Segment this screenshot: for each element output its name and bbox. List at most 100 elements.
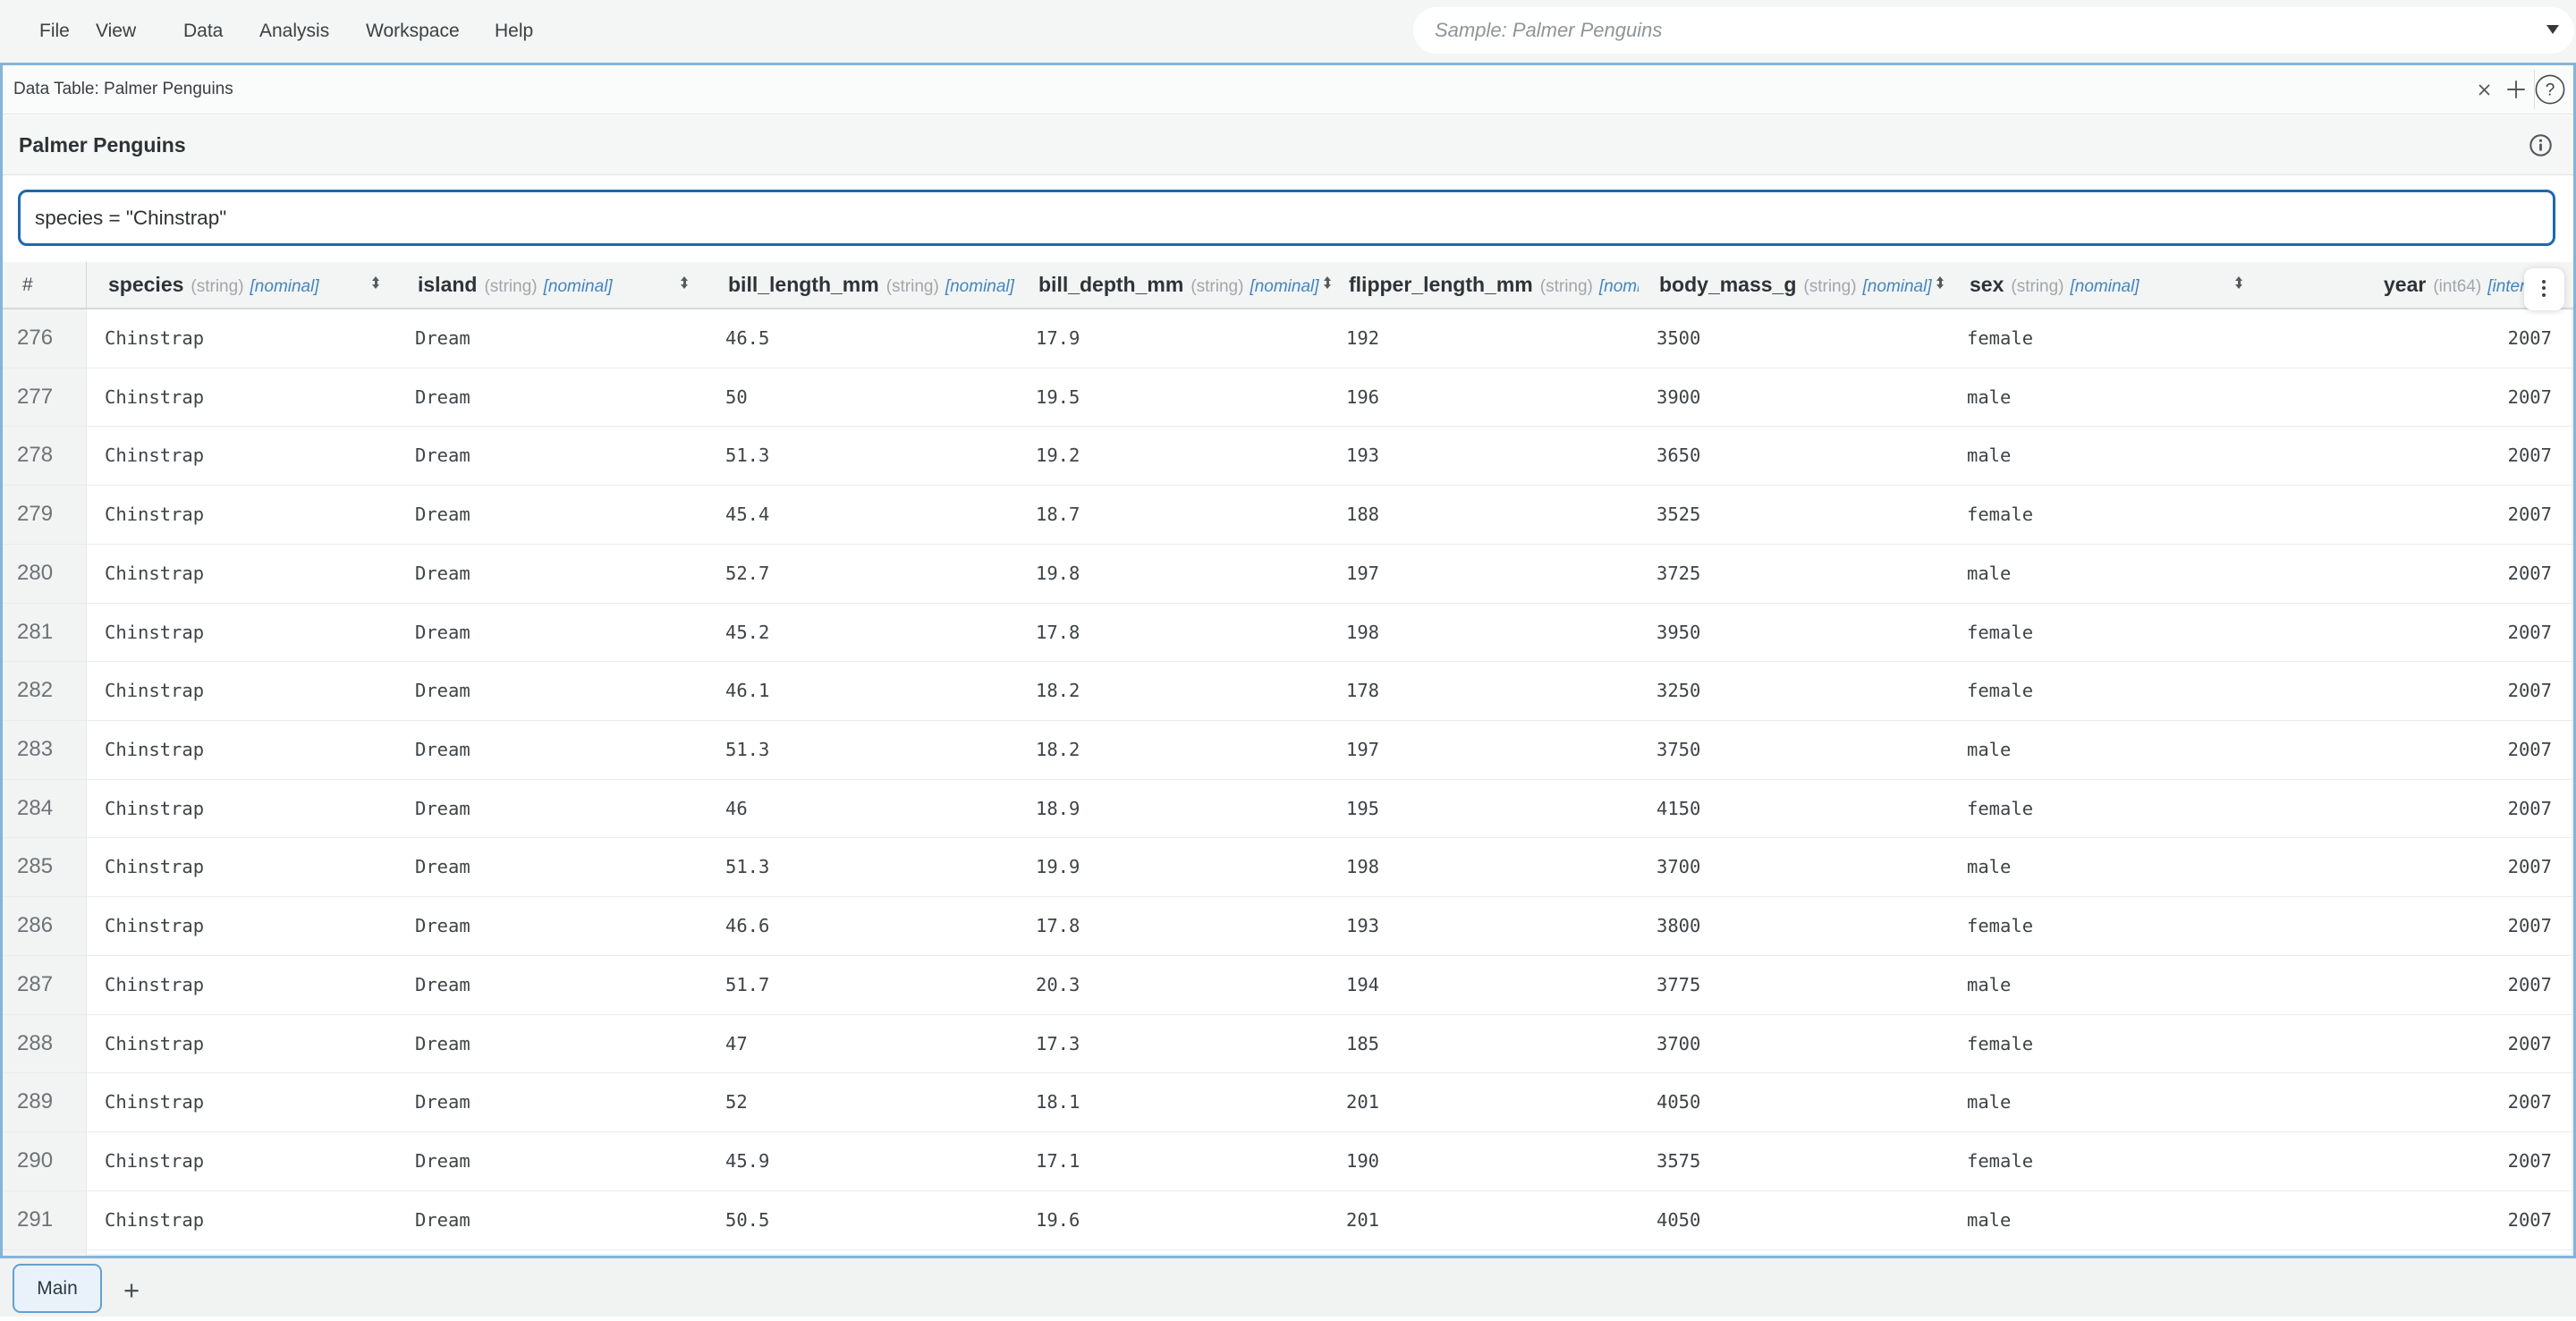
cell-bill_length_mm[interactable]: 51.3 <box>725 445 770 467</box>
cell-bill_length_mm[interactable]: 51.3 <box>725 739 770 761</box>
cell-flipper_length_mm[interactable]: 201 <box>1346 1091 1380 1114</box>
menu-item-data[interactable]: Data <box>183 21 224 41</box>
cell-island[interactable]: Dream <box>415 739 470 761</box>
cell-bill_depth_mm[interactable]: 18.2 <box>1036 680 1080 702</box>
cell-bill_length_mm[interactable]: 46.1 <box>725 680 770 702</box>
table-row[interactable]: 290 Chinstrap Dream 45.9 17.1 190 3575 female 20… <box>3 1132 2573 1191</box>
cell-body_mass_g[interactable]: 3250 <box>1657 680 1701 702</box>
sort-icon[interactable] <box>680 276 689 289</box>
cell-year[interactable]: 2007 <box>2507 385 2552 408</box>
cell-flipper_length_mm[interactable]: 178 <box>1346 680 1380 702</box>
column-header-bill_length_mm[interactable]: bill_length_mm (string) [nominal] <box>708 262 1018 308</box>
cell-island[interactable]: Dream <box>415 504 470 526</box>
cell-island[interactable]: Dream <box>415 680 470 702</box>
cell-year[interactable]: 2007 <box>2507 1032 2552 1054</box>
cell-year[interactable]: 2007 <box>2507 680 2552 702</box>
table-row[interactable]: 288 Chinstrap Dream 47 17.3 185 3700 female 2007 <box>3 1015 2573 1074</box>
table-row[interactable]: 276 Chinstrap Dream 46.5 17.9 192 3500 female 20… <box>3 309 2573 368</box>
cell-year[interactable]: 2007 <box>2507 327 2552 349</box>
cell-species[interactable]: Chinstrap <box>105 739 205 761</box>
add-sheet-button[interactable]: + <box>123 1274 140 1306</box>
table-row[interactable]: 291 Chinstrap Dream 50.5 19.6 201 4050 male 2007 <box>3 1191 2573 1250</box>
menu-item-view[interactable]: View <box>96 21 137 41</box>
cell-bill_depth_mm[interactable]: 18.2 <box>1036 739 1080 761</box>
cell-year[interactable]: 2007 <box>2507 739 2552 761</box>
cell-body_mass_g[interactable]: 4050 <box>1657 1208 1701 1231</box>
column-header-flipper_length_mm[interactable]: flipper_length_mm (string) [nominal] <box>1328 262 1639 308</box>
table-row[interactable]: 289 Chinstrap Dream 52 18.1 201 4050 male 2007 <box>3 1073 2573 1133</box>
cell-island[interactable]: Dream <box>415 445 470 467</box>
cell-bill_depth_mm[interactable]: 20.3 <box>1036 973 1080 995</box>
cell-body_mass_g[interactable]: 3950 <box>1657 621 1701 643</box>
add-panel-icon[interactable] <box>2507 80 2525 98</box>
cell-bill_depth_mm[interactable]: 17.9 <box>1036 327 1080 349</box>
cell-island[interactable]: Dream <box>415 327 470 349</box>
cell-year[interactable]: 2007 <box>2507 856 2552 878</box>
cell-island[interactable]: Dream <box>415 562 470 584</box>
cell-sex[interactable]: male <box>1967 562 2012 584</box>
cell-species[interactable]: Chinstrap <box>105 445 205 467</box>
table-row[interactable]: 286 Chinstrap Dream 46.6 17.8 193 3800 female 20… <box>3 897 2573 956</box>
cell-bill_length_mm[interactable]: 52 <box>725 1091 748 1114</box>
cell-body_mass_g[interactable]: 4150 <box>1657 797 1701 819</box>
cell-flipper_length_mm[interactable]: 196 <box>1346 385 1380 408</box>
sort-icon[interactable] <box>371 276 380 289</box>
cell-year[interactable]: 2007 <box>2507 1091 2552 1114</box>
cell-bill_depth_mm[interactable]: 18.7 <box>1036 504 1080 526</box>
cell-bill_length_mm[interactable]: 46.6 <box>725 915 770 937</box>
cell-island[interactable]: Dream <box>415 915 470 937</box>
cell-species[interactable]: Chinstrap <box>105 973 205 995</box>
cell-body_mass_g[interactable]: 3700 <box>1657 1032 1701 1054</box>
column-header-body_mass_g[interactable]: body_mass_g (string) [nominal] <box>1639 262 1949 308</box>
cell-sex[interactable]: female <box>1967 621 2034 643</box>
cell-species[interactable]: Chinstrap <box>105 856 205 878</box>
cell-bill_depth_mm[interactable]: 19.6 <box>1036 1208 1080 1231</box>
sort-icon[interactable] <box>2234 276 2243 289</box>
cell-body_mass_g[interactable]: 3525 <box>1657 504 1701 526</box>
cell-island[interactable]: Dream <box>415 973 470 995</box>
filter-input[interactable]: species = "Chinstrap" <box>18 190 2555 246</box>
cell-sex[interactable]: female <box>1967 1150 2034 1173</box>
cell-species[interactable]: Chinstrap <box>105 385 205 408</box>
cell-species[interactable]: Chinstrap <box>105 327 205 349</box>
cell-sex[interactable]: male <box>1967 1091 2012 1114</box>
cell-species[interactable]: Chinstrap <box>105 1032 205 1054</box>
cell-body_mass_g[interactable]: 3775 <box>1657 973 1701 995</box>
cell-bill_length_mm[interactable]: 45.9 <box>725 1150 770 1173</box>
table-row[interactable]: 277 Chinstrap Dream 50 19.5 196 3900 male 2007 <box>3 368 2573 428</box>
cell-island[interactable]: Dream <box>415 621 470 643</box>
cell-island[interactable]: Dream <box>415 856 470 878</box>
column-header-bill_depth_mm[interactable]: bill_depth_mm (string) [nominal] <box>1018 262 1328 308</box>
table-row[interactable]: 279 Chinstrap Dream 45.4 18.7 188 3525 female 20… <box>3 486 2573 545</box>
help-icon[interactable]: ? <box>2535 74 2565 105</box>
cell-bill_depth_mm[interactable]: 18.1 <box>1036 1091 1080 1114</box>
column-header-island[interactable]: island (string) [nominal] <box>397 262 708 308</box>
cell-body_mass_g[interactable]: 3700 <box>1657 856 1701 878</box>
menu-item-workspace[interactable]: Workspace <box>366 21 460 41</box>
cell-island[interactable]: Dream <box>415 1032 470 1054</box>
cell-sex[interactable]: female <box>1967 1032 2034 1054</box>
cell-body_mass_g[interactable]: 3725 <box>1657 562 1701 584</box>
table-row[interactable]: 287 Chinstrap Dream 51.7 20.3 194 3775 male 2007 <box>3 956 2573 1015</box>
menu-item-analysis[interactable]: Analysis <box>259 21 330 41</box>
cell-bill_length_mm[interactable]: 50 <box>725 385 748 408</box>
cell-species[interactable]: Chinstrap <box>105 562 205 584</box>
cell-flipper_length_mm[interactable]: 188 <box>1346 504 1380 526</box>
cell-year[interactable]: 2007 <box>2507 1150 2552 1173</box>
cell-year[interactable]: 2007 <box>2507 562 2552 584</box>
cell-bill_depth_mm[interactable]: 19.2 <box>1036 445 1080 467</box>
info-icon[interactable] <box>2529 134 2552 157</box>
cell-island[interactable]: Dream <box>415 1208 470 1231</box>
cell-species[interactable]: Chinstrap <box>105 680 205 702</box>
workspace-selector[interactable]: Sample: Palmer Penguins <box>1413 7 2574 54</box>
cell-year[interactable]: 2007 <box>2507 973 2552 995</box>
cell-island[interactable]: Dream <box>415 385 470 408</box>
table-row[interactable]: 285 Chinstrap Dream 51.3 19.9 198 3700 male 2007 <box>3 838 2573 898</box>
cell-bill_depth_mm[interactable]: 17.1 <box>1036 1150 1080 1173</box>
column-header-species[interactable]: species (string) [nominal] <box>87 262 397 308</box>
column-header-sex[interactable]: sex (string) [nominal] <box>1949 262 2259 308</box>
cell-year[interactable]: 2007 <box>2507 915 2552 937</box>
cell-bill_length_mm[interactable]: 50.5 <box>725 1208 770 1231</box>
cell-sex[interactable]: female <box>1967 327 2034 349</box>
cell-bill_length_mm[interactable]: 46 <box>725 797 748 819</box>
